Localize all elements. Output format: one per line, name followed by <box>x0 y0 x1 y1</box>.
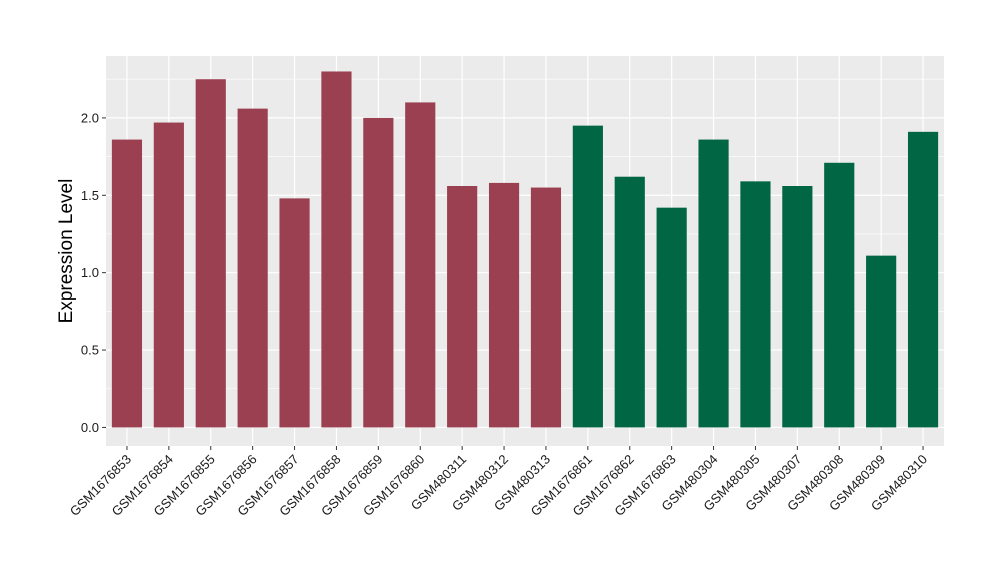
bar-gsm1676861 <box>572 125 603 428</box>
bar-gsm480312 <box>488 182 520 428</box>
bar-gsm480308 <box>824 162 855 428</box>
bar-gsm1676853 <box>111 139 143 428</box>
y-tick-label: 0.5 <box>81 343 99 358</box>
bar-gsm480311 <box>447 186 478 428</box>
bar-gsm1676862 <box>614 176 645 428</box>
y-tick-label: 1.0 <box>81 265 99 280</box>
bar-gsm1676855 <box>195 79 226 428</box>
y-tick-label: 0.0 <box>81 420 99 435</box>
bars <box>111 71 939 428</box>
bar-gsm1676860 <box>405 102 436 428</box>
bar-gsm480313 <box>530 187 562 428</box>
plot-panel <box>106 56 944 446</box>
bar-gsm1676863 <box>656 207 687 428</box>
bar-gsm480304 <box>698 139 729 428</box>
y-tick-label: 2.0 <box>81 110 99 125</box>
y-axis-title: Expression Level <box>56 179 77 324</box>
bar-gsm1676856 <box>237 108 268 428</box>
bar-gsm1676854 <box>153 122 184 428</box>
bar-gsm1676858 <box>321 71 352 428</box>
y-axis: 0.0 0.5 1.0 1.5 2.0 <box>81 110 106 435</box>
bar-gsm480305 <box>740 181 771 428</box>
bar-gsm480310 <box>907 131 939 428</box>
y-tick-label: 1.5 <box>81 188 99 203</box>
bar-gsm480307 <box>782 186 813 428</box>
x-axis: GSM1676853GSM1676854GSM1676855GSM1676856… <box>67 446 930 519</box>
bar-gsm1676859 <box>363 117 394 428</box>
bar-gsm1676857 <box>279 198 310 428</box>
bar-gsm480309 <box>866 255 897 428</box>
